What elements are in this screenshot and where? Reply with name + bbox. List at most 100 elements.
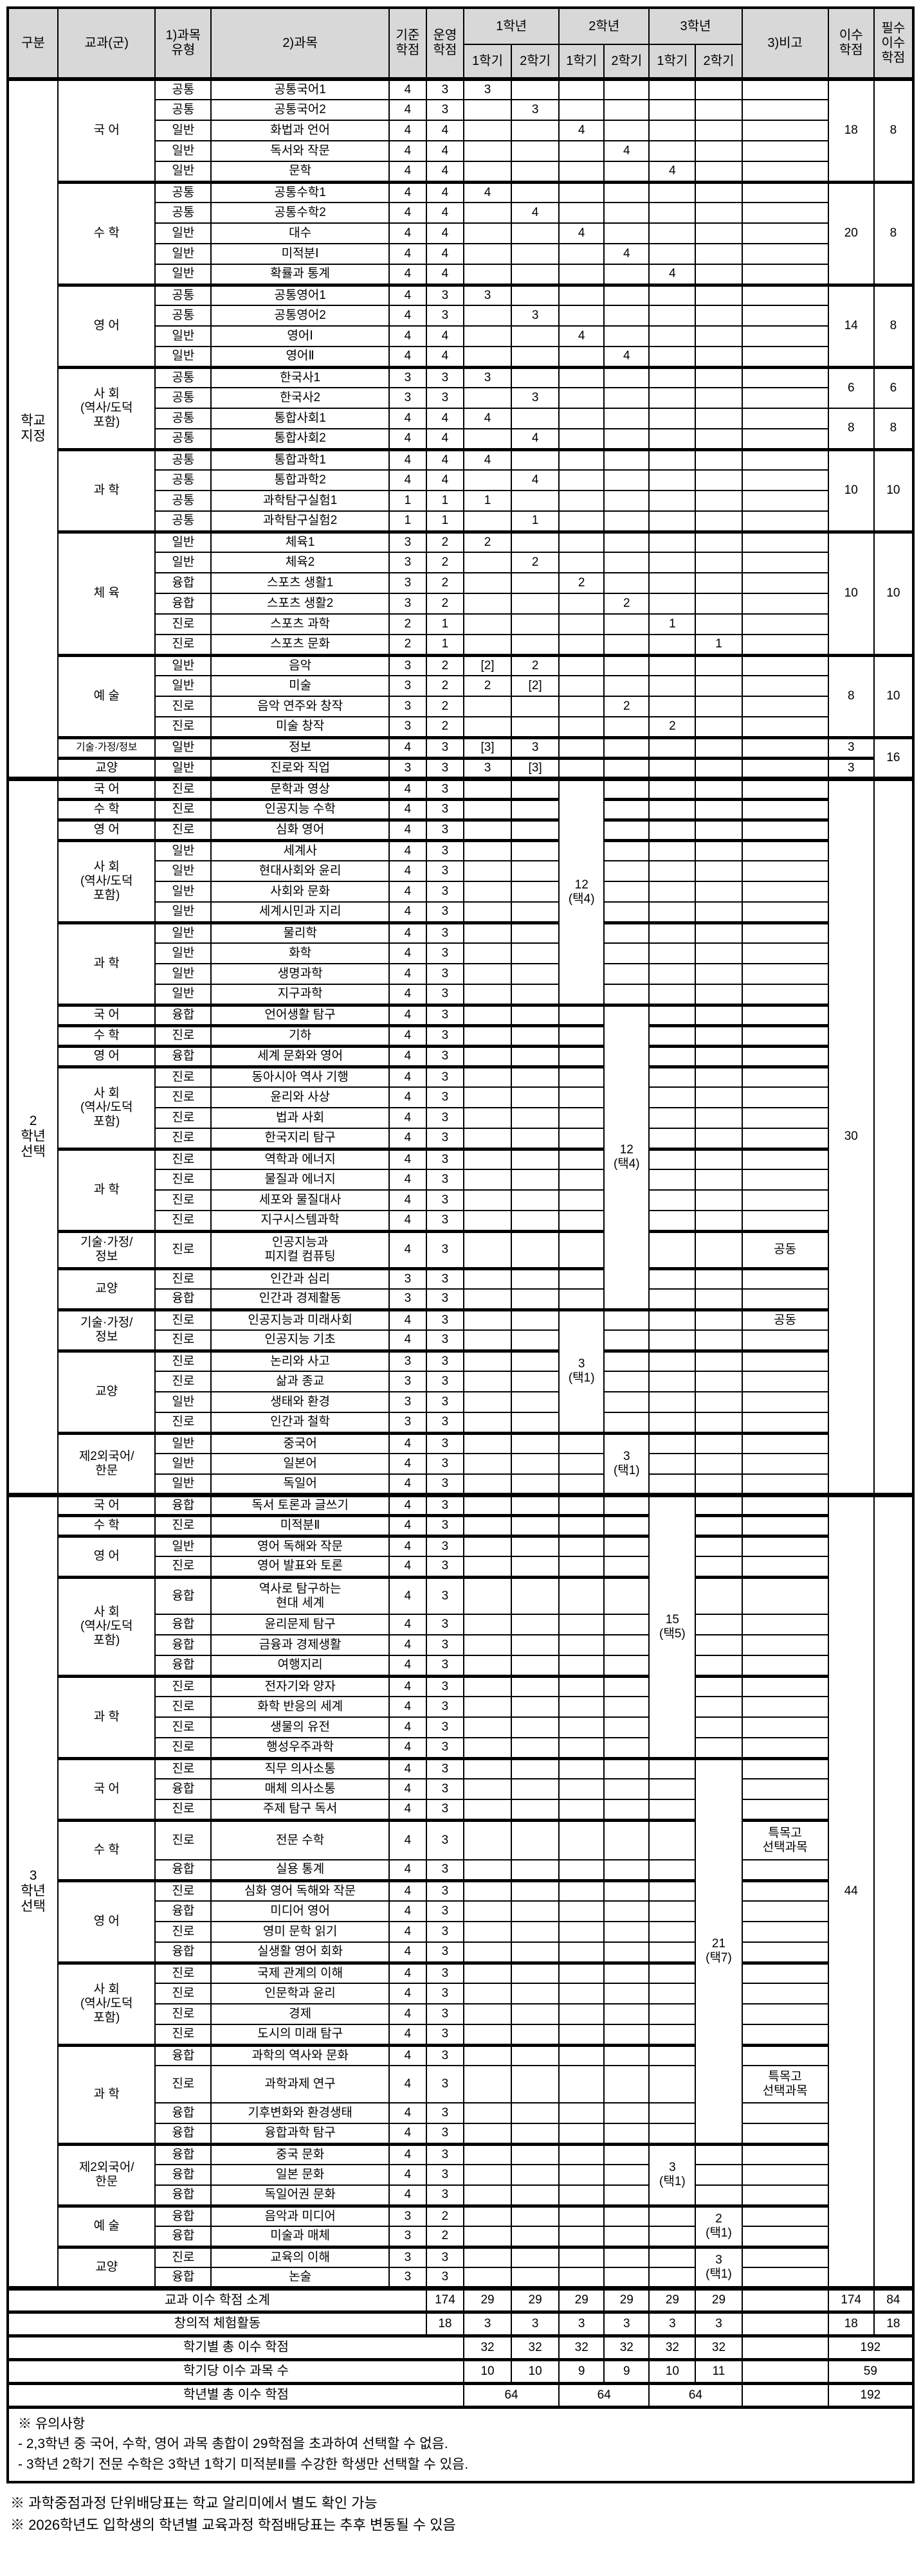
cell [648, 2043, 697, 2066]
cell: 4 [388, 120, 427, 141]
cell: 3 [388, 2204, 427, 2227]
cell: 독일어 [210, 1473, 390, 1495]
cell [558, 1961, 605, 1984]
cell [558, 1473, 605, 1495]
subject-group-label: 영 어 [57, 283, 156, 368]
cell [511, 530, 560, 553]
cell: 4 [388, 428, 427, 450]
cell: 금융과 경제생활 [210, 1634, 390, 1656]
cell [603, 305, 650, 327]
selection-credit-cell: 3 (택1) [603, 1431, 650, 1495]
cell [603, 1696, 650, 1718]
cell: 3 [425, 963, 464, 985]
cell: 융합 [154, 2123, 212, 2145]
cell: 3 [388, 572, 427, 594]
table-row: 예 술 융합 음악과 미디어 3 2 2 (택1) [8, 2204, 913, 2247]
cell: 과학과제 연구 [210, 2065, 390, 2103]
table-row: 융합 기후변화와 환경생태 4 3 [8, 2102, 913, 2124]
cell [741, 1473, 829, 1495]
cell [695, 1473, 743, 1495]
cell [511, 1614, 560, 1635]
cell: 스포츠 문화 [210, 634, 390, 656]
cell: 4 [425, 161, 464, 183]
cell: 공동 [741, 1308, 829, 1331]
cell [741, 1210, 829, 1232]
column-header: 1학기 [558, 44, 605, 80]
cell: 일반 [154, 1534, 212, 1557]
cell [462, 818, 513, 841]
cell [695, 283, 743, 306]
cell [741, 1453, 829, 1475]
cell: 4 [388, 2102, 427, 2124]
cell: 음악 [210, 653, 390, 676]
cell: 4 [603, 140, 650, 162]
cell: 언어생활 탐구 [210, 1003, 390, 1026]
cell: 확률과 통계 [210, 264, 390, 285]
cell: 3 [425, 1210, 464, 1232]
cell [648, 140, 697, 162]
cell [511, 1453, 560, 1475]
cell: 융합 [154, 1614, 212, 1635]
cell [462, 1513, 513, 1536]
cell [741, 447, 829, 471]
cell [558, 1044, 605, 1067]
cell [462, 1473, 513, 1495]
cell: 2 [425, 572, 464, 594]
cell [695, 77, 743, 100]
cell [648, 838, 697, 861]
cell [511, 180, 560, 203]
table-row: 일반 미적분Ⅰ 4 4 4 [8, 243, 913, 265]
cell: 3 [388, 696, 427, 717]
table-row: 융합 스포츠 생활2 3 2 2 [8, 593, 913, 615]
table-row: 교과 이수 학점 소계 174 29 29 29 29 29 29 174 84 [7, 2285, 915, 2312]
cell: 세계시민과 지리 [210, 901, 390, 923]
cell: 3 [425, 305, 464, 327]
cell [603, 776, 650, 800]
cell: 인공지능 수학 [210, 797, 390, 820]
cell [695, 2142, 743, 2165]
cell [648, 735, 697, 759]
cell [741, 1696, 829, 1718]
cell [695, 1288, 743, 1310]
cell [462, 1756, 513, 1779]
cell: 9 [558, 2357, 605, 2384]
cell: 진로 [154, 1266, 212, 1290]
cell: 4 [425, 325, 464, 347]
cell [511, 1674, 560, 1697]
cell [511, 283, 560, 306]
table-row: 학년별 총 이수 학점 64 64 64 192 [7, 2381, 915, 2408]
cell: 3 [425, 921, 464, 944]
cell: 진로 [154, 1716, 212, 1738]
subject-group-label: 국 어 [57, 776, 156, 800]
selection-credit-cell: 12 (택4) [603, 1003, 650, 1310]
subject-group-label: 과 학 [57, 447, 156, 532]
cell: 전문 수학 [210, 1818, 390, 1860]
cell [558, 1210, 605, 1232]
cell [603, 222, 650, 244]
cell: 3 [425, 838, 464, 861]
cell: 진로 [154, 2245, 212, 2268]
cell [462, 1674, 513, 1697]
cell [648, 1961, 697, 1984]
cell [695, 2184, 743, 2206]
cell [603, 860, 650, 882]
cell [462, 1023, 513, 1047]
cell: 10 [873, 530, 915, 656]
cell [511, 1147, 560, 1170]
cell [741, 1147, 829, 1170]
cell [648, 797, 697, 820]
table-row: 과 학 일반 물리학 4 3 [8, 921, 913, 1005]
cell [511, 2164, 560, 2186]
cell [741, 1349, 829, 1372]
cell: 4 [388, 1229, 427, 1269]
cell: 4 [388, 1716, 427, 1738]
cell: 3 [425, 776, 464, 800]
cell: 지구과학 [210, 984, 390, 1005]
cell [558, 447, 605, 471]
cell [558, 1107, 605, 1129]
cell: 2 [425, 653, 464, 676]
cell [558, 1169, 605, 1191]
cell [695, 180, 743, 203]
cell [603, 572, 650, 594]
cell: 14 [827, 283, 875, 368]
